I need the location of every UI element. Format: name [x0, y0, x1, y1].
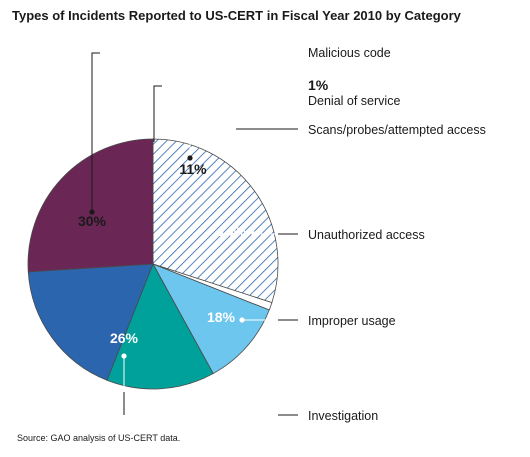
- leader-dot-unauthorized-access: [251, 231, 257, 237]
- pct-label-investigation: 26%: [110, 330, 139, 346]
- category-label-unauthorized-access: Unauthorized access: [308, 228, 425, 242]
- category-label-malicious-code: Malicious code: [308, 46, 391, 60]
- pct-label-improper-usage: 18%: [207, 309, 236, 325]
- leader-line-denial-of-service: [153, 85, 162, 142]
- pie-slice-improper-usage: [27, 263, 154, 381]
- pct-label-denial-of-service: 1%: [308, 77, 329, 93]
- pie-slice-investigation: [27, 138, 154, 273]
- category-label-improper-usage: Improper usage: [308, 314, 396, 328]
- pie-slice-unauthorized-access: [106, 263, 214, 390]
- chart-title: Types of Incidents Reported to US-CERT i…: [12, 8, 461, 23]
- pct-label-scans-probes-attempted-access: 11%: [179, 161, 207, 177]
- source-note: Source: GAO analysis of US-CERT data.: [17, 433, 181, 443]
- pct-label-malicious-code: 30%: [78, 213, 107, 229]
- leader-dot-investigation: [121, 353, 127, 359]
- leader-dot-improper-usage: [239, 317, 245, 323]
- category-label-scans-probes-attempted-access: Scans/probes/attempted access: [308, 123, 486, 137]
- pie-slice-malicious-code: [152, 138, 279, 304]
- leader-dot-malicious-code: [89, 209, 95, 215]
- leader-line-malicious-code: [91, 52, 100, 212]
- category-label-denial-of-service: Denial of service: [308, 94, 400, 108]
- pct-label-unauthorized-access: 14%: [218, 223, 247, 239]
- pie-slice-scans-probes-attempted-access: [152, 263, 270, 375]
- leader-dot-scans-probes-attempted-access: [187, 155, 193, 161]
- category-label-investigation: Investigation: [308, 409, 378, 423]
